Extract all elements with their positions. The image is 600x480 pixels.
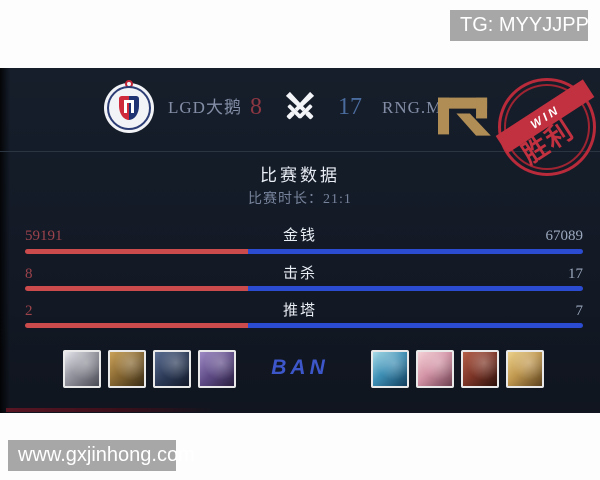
- lgd-logo-shield-icon: [119, 96, 139, 120]
- banned-hero-portrait: [506, 350, 544, 388]
- banned-hero-portrait: [108, 350, 146, 388]
- stat-towers-left-value: 2: [25, 303, 33, 319]
- stat-kills-right-value: 17: [568, 266, 583, 282]
- banned-hero-portrait: [198, 350, 236, 388]
- stat-kills-bar-left: [25, 286, 249, 291]
- panel-bottom-glow: [6, 408, 216, 412]
- stat-towers-bar: [25, 323, 583, 328]
- team-right-score: 17: [338, 94, 362, 120]
- website-watermark-badge: www.gxjinhong.com: [8, 440, 195, 471]
- ban-label: BAN: [271, 356, 329, 379]
- stat-towers-right-value: 7: [575, 303, 584, 319]
- ban-group-right: [371, 350, 544, 388]
- header-divider: [0, 151, 600, 152]
- banned-hero-portrait: [371, 350, 409, 388]
- team-left-score: 8: [250, 94, 262, 120]
- banned-hero-portrait: [416, 350, 454, 388]
- stamp-outer-ring: [498, 78, 596, 176]
- stat-towers-bar-left: [25, 323, 249, 328]
- stat-kills-label: 击杀: [282, 265, 317, 282]
- stat-gold-bar: [25, 249, 583, 254]
- match-data-title: 比赛数据: [260, 166, 340, 185]
- win-stamp: WIN 胜利: [495, 78, 596, 176]
- match-result-panel: LGD大鹅 8 17 RNG.M: [0, 68, 600, 413]
- team-right-logo: [438, 95, 492, 137]
- team-left-logo: [104, 80, 154, 133]
- stat-towers-label: 推塔: [282, 302, 317, 319]
- banned-hero-portrait: [461, 350, 499, 388]
- stat-gold-bar-right: [248, 249, 583, 254]
- team-right-name: RNG.M: [382, 98, 443, 117]
- telegram-watermark-badge: TG: MYYJJPP: [450, 10, 589, 41]
- stat-gold-left-value: 59191: [25, 228, 63, 244]
- stat-gold-right-value: 67089: [545, 228, 584, 244]
- team-left-name: LGD大鹅: [168, 98, 242, 117]
- ban-group-left: [63, 350, 236, 388]
- stat-kills-bar-right: [248, 286, 583, 291]
- stat-kills-bar: [25, 286, 583, 291]
- stat-gold-bar-left: [25, 249, 249, 254]
- crossed-swords-icon: [281, 87, 319, 125]
- lgd-logo-ring: [107, 86, 151, 130]
- stamp-inner-ring: [504, 84, 590, 170]
- stat-kills-left-value: 8: [25, 266, 33, 282]
- stat-towers-bar-right: [248, 323, 583, 328]
- match-duration: 比赛时长：21:1: [248, 192, 352, 207]
- panel-left-shade: [0, 68, 10, 413]
- banned-hero-portrait: [153, 350, 191, 388]
- banned-hero-portrait: [63, 350, 101, 388]
- stat-gold-label: 金钱: [282, 227, 317, 244]
